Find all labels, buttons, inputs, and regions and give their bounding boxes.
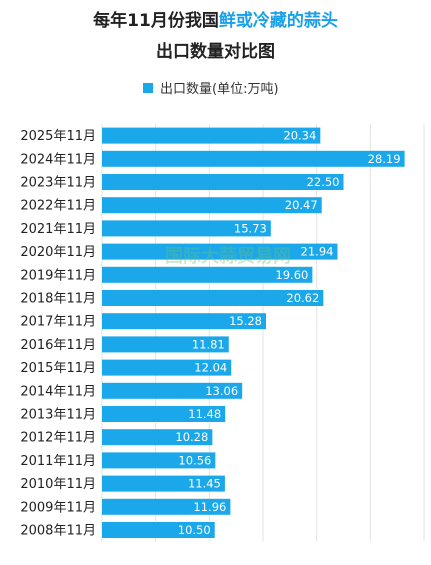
value-label: 11.81 xyxy=(192,337,225,351)
bars-group xyxy=(102,127,405,538)
value-label: 11.96 xyxy=(193,500,226,514)
bar xyxy=(102,220,271,237)
category-label: 2018年11月 xyxy=(20,292,96,307)
category-label: 2014年11月 xyxy=(20,384,96,399)
category-label: 2009年11月 xyxy=(20,500,96,515)
chart-title-line2: 出口数量对比图 xyxy=(156,41,275,62)
gridlines xyxy=(101,124,425,542)
category-label: 2016年11月 xyxy=(20,338,96,353)
category-label: 2020年11月 xyxy=(20,245,96,260)
legend-label: 出口数量(单位:万吨) xyxy=(160,82,279,97)
bar xyxy=(102,243,338,260)
value-label: 20.34 xyxy=(283,129,316,143)
legend-swatch xyxy=(143,83,153,93)
bar xyxy=(102,522,215,538)
bar xyxy=(102,174,344,190)
category-label: 2013年11月 xyxy=(20,408,96,423)
value-labels: 20.34 28.19 22.50 20.47 15.73 21.94 19.60 20.62… xyxy=(175,129,400,537)
value-label: 10.50 xyxy=(178,523,211,537)
bar xyxy=(102,359,232,376)
category-label: 2010年11月 xyxy=(20,477,96,492)
chart-title-prefix: 每年11月份我国 xyxy=(93,10,219,31)
category-label: 2025年11月 xyxy=(20,129,96,144)
value-label: 19.60 xyxy=(275,268,308,282)
value-label: 13.06 xyxy=(205,384,238,398)
category-label: 2022年11月 xyxy=(20,199,96,214)
value-label: 20.47 xyxy=(285,198,318,212)
category-label: 2023年11月 xyxy=(20,176,96,191)
bar xyxy=(102,197,322,214)
bar xyxy=(102,382,243,399)
chart-title-line1: 每年11月份我国鲜或冷藏的蒜头 xyxy=(93,10,338,31)
value-label: 20.62 xyxy=(286,291,319,305)
bar xyxy=(102,406,226,422)
bar xyxy=(102,498,231,515)
value-label: 11.48 xyxy=(188,407,221,421)
watermark-text: 国际大蒜贸易网 xyxy=(165,245,291,267)
value-label: 28.19 xyxy=(368,152,401,166)
bar xyxy=(102,336,229,353)
category-labels: 2025年11月 2024年11月 2023年11月 2022年11月 2021年11月… xyxy=(20,129,96,538)
value-label: 22.50 xyxy=(307,175,340,189)
category-label: 2021年11月 xyxy=(20,222,96,237)
bar xyxy=(102,313,267,330)
category-label: 2012年11月 xyxy=(20,431,96,446)
value-label: 10.28 xyxy=(175,430,208,444)
value-label: 11.45 xyxy=(188,477,221,491)
value-label: 12.04 xyxy=(194,361,227,375)
category-label: 2011年11月 xyxy=(20,454,96,469)
value-label: 10.56 xyxy=(178,453,211,467)
bar xyxy=(102,266,313,283)
bar xyxy=(102,127,321,144)
bar xyxy=(102,429,213,446)
value-label: 15.28 xyxy=(229,314,262,328)
category-label: 2015年11月 xyxy=(20,361,96,376)
category-label: 2017年11月 xyxy=(20,315,96,330)
category-label: 2008年11月 xyxy=(20,524,96,539)
chart-title-highlight: 鲜或冷藏的蒜头 xyxy=(219,10,338,31)
bar xyxy=(102,150,405,167)
value-label: 21.94 xyxy=(301,245,334,259)
category-label: 2024年11月 xyxy=(20,152,96,167)
bar xyxy=(102,475,225,492)
bar xyxy=(102,290,324,306)
category-label: 2019年11月 xyxy=(20,268,96,283)
value-label: 15.73 xyxy=(234,221,267,235)
bar xyxy=(102,452,216,469)
